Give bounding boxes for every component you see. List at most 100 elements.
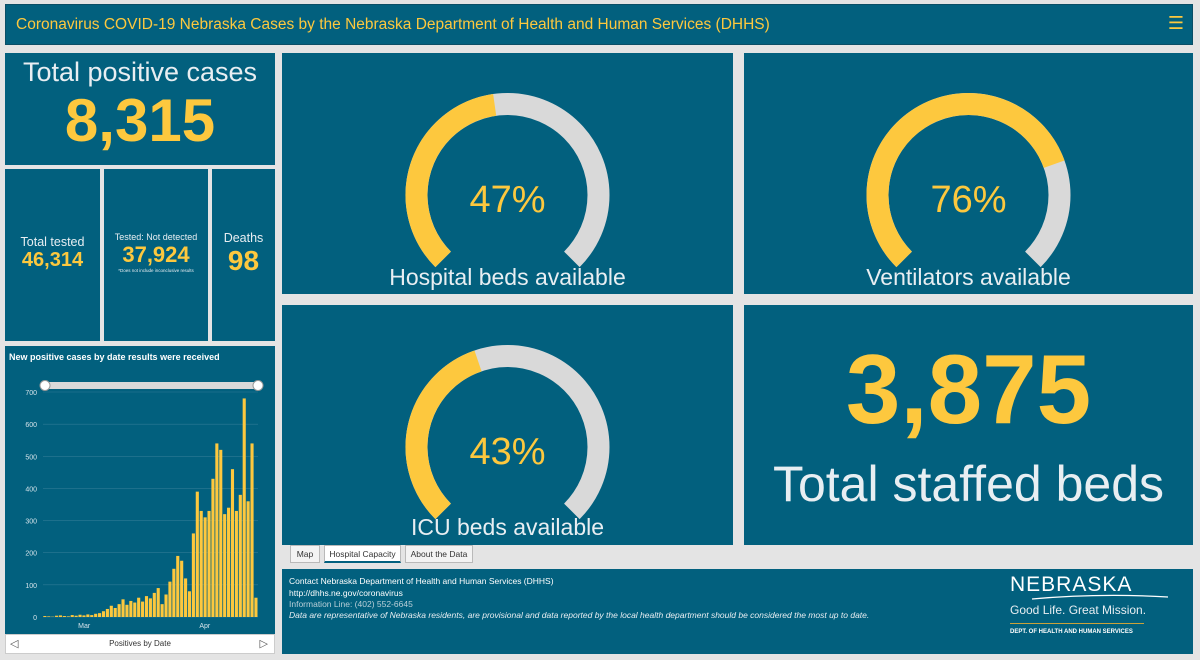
chart-bar	[176, 555, 180, 617]
chart-bar	[250, 443, 254, 617]
contact-info-panel: Contact Nebraska Department of Health an…	[282, 569, 1193, 654]
chart-y-tick-label: 700	[25, 390, 37, 397]
ventilators-gauge-card: 76% Ventilators available	[744, 53, 1193, 294]
tab-about-the-data[interactable]: About the Data	[405, 545, 473, 563]
chart-x-tick-label: Apr	[199, 623, 211, 630]
chart-bar	[215, 443, 219, 617]
new-cases-chart-panel: New positive cases by date results were …	[5, 346, 275, 654]
logo-divider	[1010, 623, 1144, 624]
contact-phone: Information Line: (402) 552-6645	[289, 599, 413, 609]
chart-bar	[211, 478, 215, 617]
chart-y-tick-label: 400	[25, 486, 37, 493]
chart-bar	[82, 615, 86, 617]
chart-bar	[55, 615, 59, 617]
chart-bar	[129, 600, 133, 617]
chart-bar	[164, 594, 168, 617]
chart-bar	[199, 510, 203, 617]
chart-bar	[121, 599, 125, 617]
staffed-beds-card: 3,875 Total staffed beds	[744, 305, 1193, 545]
chart-bar	[86, 614, 90, 617]
total-tested-card: Total tested 46,314	[5, 169, 100, 341]
not-detected-note: *Does not include inconclusive results	[118, 268, 194, 273]
chart-bar	[227, 507, 231, 617]
icu-beds-gauge	[405, 345, 610, 520]
chart-bar	[148, 598, 152, 617]
chart-bar	[152, 592, 156, 617]
chart-bar	[43, 616, 47, 617]
chart-bar	[90, 615, 94, 617]
ventilators-label: Ventilators available	[866, 264, 1071, 290]
logo-tagline: Good Life. Great Mission.	[1010, 603, 1147, 617]
logo-department: DEPT. OF HEALTH AND HUMAN SERVICES	[1010, 629, 1133, 635]
chart-bar	[66, 616, 70, 617]
chart-y-tick-label: 300	[25, 519, 37, 526]
icu-beds-percent: 43%	[469, 431, 546, 473]
chart-bar	[78, 614, 82, 617]
chart-bar	[109, 605, 113, 617]
deaths-label: Deaths	[223, 231, 264, 245]
chart-bar	[168, 581, 172, 617]
chart-next-icon[interactable]: ▷	[259, 638, 268, 650]
chart-bar	[184, 578, 188, 617]
ventilators-percent: 76%	[930, 179, 1007, 221]
not-detected-card: Tested: Not detected 37,924 *Does not in…	[104, 169, 208, 341]
data-disclaimer: Data are representative of Nebraska resi…	[289, 610, 870, 620]
header-bar: Coronavirus COVID-19 Nebraska Cases by t…	[5, 4, 1193, 45]
chart-bar	[180, 560, 184, 617]
chart-bar	[58, 615, 63, 617]
logo-swoosh-icon	[1031, 594, 1169, 600]
chart-bar	[160, 604, 164, 617]
chart-bar	[234, 510, 238, 617]
chart-bar	[203, 517, 207, 617]
total-positive-value: 8,315	[64, 87, 216, 154]
hospital-gauge-fill	[405, 94, 497, 268]
deaths-value: 98	[227, 245, 260, 276]
tab-map[interactable]: Map	[290, 545, 320, 563]
hamburger-menu-icon[interactable]: ☰	[1167, 13, 1184, 33]
chart-bar	[62, 616, 66, 617]
chart-prev-icon[interactable]: ◁	[10, 638, 19, 650]
icu-gauge-fill	[405, 350, 482, 520]
staffed-beds-value: 3,875	[845, 334, 1092, 444]
chart-bar	[219, 449, 223, 617]
contact-url[interactable]: http://dhhs.ne.gov/coronavirus	[289, 588, 403, 598]
new-cases-bar-chart: 0 100 200 300 400 500 600 700 Mar Apr	[25, 380, 264, 630]
not-detected-label: Tested: Not detected	[114, 232, 198, 242]
hospital-beds-gauge	[405, 93, 610, 268]
chart-bar	[94, 613, 98, 617]
hospital-beds-label: Hospital beds available	[389, 264, 626, 290]
chart-bar	[117, 604, 121, 617]
chart-bar	[125, 604, 129, 617]
ventilators-gauge	[866, 93, 1071, 268]
contact-heading: Contact Nebraska Department of Health an…	[289, 576, 554, 586]
chart-bar	[98, 613, 102, 617]
chart-bar	[254, 597, 258, 617]
logo-wordmark: NEBRASKA	[1010, 573, 1133, 596]
icu-beds-label: ICU beds available	[410, 514, 605, 540]
chart-bar	[246, 501, 250, 617]
chart-bar	[137, 597, 141, 617]
chart-bar	[101, 611, 106, 617]
chart-bar	[141, 601, 145, 617]
icu-beds-gauge-card: 43% ICU beds available	[282, 305, 733, 545]
chart-bar	[156, 588, 160, 617]
chart-bar	[238, 494, 242, 617]
chart-bar	[133, 602, 137, 617]
chart-footer: ◁ Positives by Date ▷	[5, 634, 275, 654]
chart-bar	[191, 533, 195, 617]
chart-bar	[70, 615, 74, 617]
total-tested-label: Total tested	[20, 235, 85, 249]
staffed-beds-label: Total staffed beds	[772, 456, 1164, 512]
chart-bar	[172, 568, 176, 617]
chart-bar	[242, 398, 246, 617]
tab-hospital-capacity[interactable]: Hospital Capacity	[324, 545, 401, 563]
chart-y-tick-label: 500	[25, 454, 37, 461]
not-detected-value: 37,924	[122, 242, 190, 267]
chart-title: New positive cases by date results were …	[9, 352, 220, 362]
chart-y-tick-label: 0	[33, 615, 37, 622]
chart-bar	[47, 616, 51, 617]
chart-y-tick-label: 200	[25, 551, 37, 558]
chart-bar	[74, 615, 78, 617]
deaths-card: Deaths 98	[212, 169, 275, 341]
total-positive-card: Total positive cases 8,315	[5, 53, 275, 165]
